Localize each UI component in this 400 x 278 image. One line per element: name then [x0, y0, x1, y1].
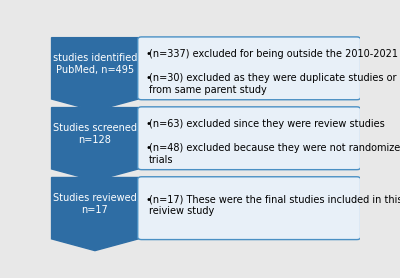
- Text: (n=337) excluded for being outside the 2010-2021 period.: (n=337) excluded for being outside the 2…: [149, 49, 400, 59]
- FancyBboxPatch shape: [138, 37, 361, 100]
- Text: (n=30) excluded as they were duplicate studies or articles
from same parent stud: (n=30) excluded as they were duplicate s…: [149, 73, 400, 95]
- Text: •: •: [145, 119, 151, 129]
- Text: •: •: [145, 49, 151, 59]
- FancyBboxPatch shape: [138, 177, 361, 240]
- Text: Studies reviewed
n=17: Studies reviewed n=17: [53, 193, 137, 215]
- FancyBboxPatch shape: [138, 107, 361, 170]
- Text: (n=17) These were the final studies included in this
reiview study: (n=17) These were the final studies incl…: [149, 195, 400, 216]
- Text: (n=48) excluded because they were not randomized clical
trials: (n=48) excluded because they were not ra…: [149, 143, 400, 165]
- Text: •: •: [145, 195, 151, 205]
- Text: •: •: [145, 73, 151, 83]
- Polygon shape: [52, 38, 138, 111]
- Text: (n=63) excluded since they were review studies: (n=63) excluded since they were review s…: [149, 119, 385, 129]
- Polygon shape: [52, 108, 138, 181]
- Text: Studies screened
n=128: Studies screened n=128: [53, 123, 137, 145]
- Polygon shape: [52, 177, 138, 251]
- Text: •: •: [145, 143, 151, 153]
- Text: studies identified
PubMed, n=495: studies identified PubMed, n=495: [53, 53, 137, 75]
